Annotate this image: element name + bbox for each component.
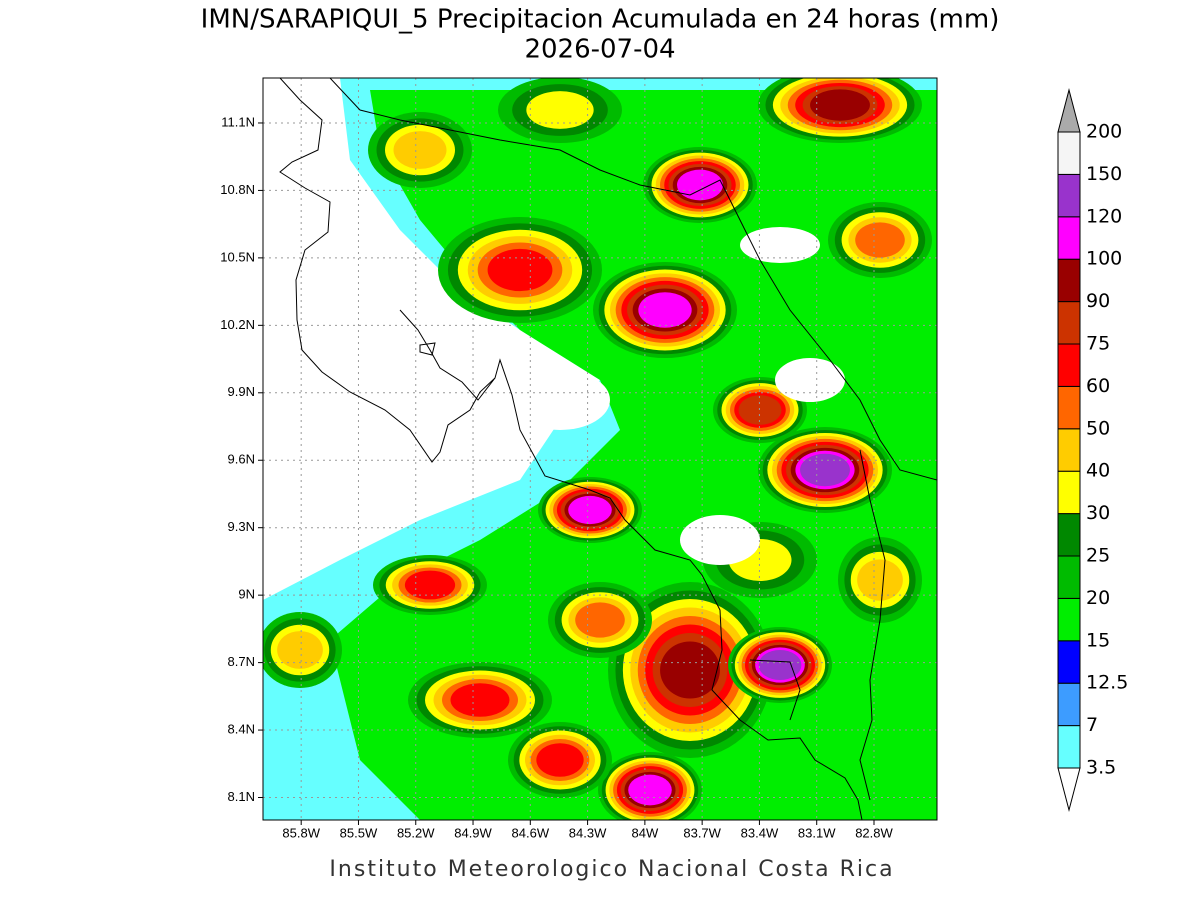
rain-cell	[575, 602, 625, 638]
coast	[749, 659, 801, 721]
colorbar-box	[1057, 640, 1081, 684]
rain-cell	[487, 248, 553, 292]
x-tick-label: 84W	[632, 825, 659, 840]
rain-cell	[404, 570, 456, 600]
x-tick-label: 83.4W	[741, 825, 779, 840]
rain-cell	[810, 89, 870, 121]
colorbar-label: 30	[1086, 502, 1110, 524]
colorbar-box	[1057, 597, 1081, 642]
colorbar-label: 150	[1086, 163, 1122, 185]
rain-cell	[855, 222, 905, 258]
colorbar-box	[1057, 173, 1081, 218]
coast	[279, 78, 863, 820]
border	[329, 78, 937, 481]
rain-cell	[758, 649, 802, 681]
y-tick-label: 10.5N	[220, 249, 255, 264]
colorbar-under	[1057, 767, 1081, 812]
rain-cell	[660, 641, 720, 699]
y-tick-label: 10.2N	[220, 317, 255, 332]
colorbar-label: 75	[1086, 333, 1110, 355]
dry-area	[775, 358, 845, 402]
rain-cell	[738, 395, 782, 425]
colorbar-label: 120	[1086, 205, 1122, 227]
dry-area	[510, 370, 610, 430]
colorbar-label: 40	[1086, 460, 1110, 482]
y-tick-label: 11.1N	[221, 114, 255, 129]
x-tick-label: 84.9W	[454, 825, 492, 840]
y-tick-label: 8.7N	[228, 654, 255, 669]
colorbar-over	[1057, 88, 1081, 133]
rain-cell	[638, 292, 692, 328]
x-tick-label: 83.7W	[683, 825, 721, 840]
y-tick-label: 9N	[238, 587, 255, 602]
colorbar-label: 15	[1086, 629, 1110, 651]
colorbar-box	[1057, 216, 1081, 260]
map-frame	[262, 77, 938, 821]
colorbar-box	[1057, 725, 1081, 769]
dry-area	[680, 515, 760, 565]
colorbar-label: 90	[1086, 290, 1110, 312]
colorbar-box	[1057, 301, 1081, 345]
colorbar-box	[1057, 470, 1081, 515]
x-tick-label: 85.2W	[397, 825, 435, 840]
rain-cell	[857, 559, 903, 601]
colorbar-box	[1057, 682, 1081, 727]
x-tick-label: 85.5W	[340, 825, 378, 840]
colorbar-label: 25	[1086, 545, 1110, 567]
rain-cell	[628, 774, 672, 806]
colorbar-label: 50	[1086, 417, 1110, 439]
rain-cell	[526, 91, 594, 129]
rain-cell	[450, 683, 510, 717]
precipitation-field	[263, 78, 937, 820]
colorbar-box	[1057, 131, 1081, 175]
coast	[419, 342, 436, 356]
colorbar-label: 100	[1086, 248, 1122, 270]
colorbar: 3.5 7 12.5 15 20 25 30 40 50 60 75 90 100 120 150 200	[1057, 88, 1128, 812]
coast	[399, 309, 496, 401]
border	[859, 449, 886, 801]
subtitle: 2026-07-04	[524, 35, 675, 65]
colorbar-box	[1057, 428, 1081, 472]
colorbar-box	[1057, 555, 1081, 599]
colorbar-box	[1057, 513, 1081, 557]
colorbar-label: 60	[1086, 375, 1110, 397]
rain-cell	[568, 495, 612, 525]
title: IMN/SARAPIQUI_5 Precipitacion Acumulada …	[201, 5, 1000, 35]
y-tick-label: 8.4N	[228, 721, 255, 736]
y-tick-label: 10.8N	[220, 182, 255, 197]
x-tick-label: 84.3W	[569, 825, 607, 840]
y-tick-label: 9.6N	[228, 452, 255, 467]
y-tick-label: 9.9N	[228, 384, 255, 399]
x-tick-label: 83.1W	[798, 825, 836, 840]
footer: Instituto Meteorologico Nacional Costa R…	[329, 857, 894, 882]
rain-cell	[677, 169, 723, 201]
colorbar-box	[1057, 343, 1081, 387]
rain-cell	[277, 631, 323, 669]
y-tick-label: 8.1N	[228, 789, 255, 804]
colorbar-label: 3.5	[1086, 757, 1116, 779]
colorbar-box	[1057, 258, 1081, 303]
x-tick-label: 84.6W	[512, 825, 550, 840]
x-tick-label: 85.8W	[282, 825, 320, 840]
coastline	[279, 78, 937, 820]
colorbar-label: 20	[1086, 587, 1110, 609]
rain-cell	[393, 131, 447, 169]
rain-cell	[800, 453, 850, 487]
y-tick-label: 9.3N	[228, 519, 255, 534]
colorbar-label: 7	[1086, 714, 1098, 736]
colorbar-label: 200	[1086, 121, 1122, 143]
axes: 85.8W 85.5W 85.2W 84.9W 84.6W 84.3W 84W 83.7W 83…	[220, 114, 893, 840]
rain-cell	[536, 743, 584, 777]
dry-area	[740, 227, 820, 263]
colorbar-box	[1057, 385, 1081, 430]
x-tick-label: 82.8W	[855, 825, 893, 840]
colorbar-label: 12.5	[1086, 672, 1128, 694]
grid	[263, 78, 937, 820]
